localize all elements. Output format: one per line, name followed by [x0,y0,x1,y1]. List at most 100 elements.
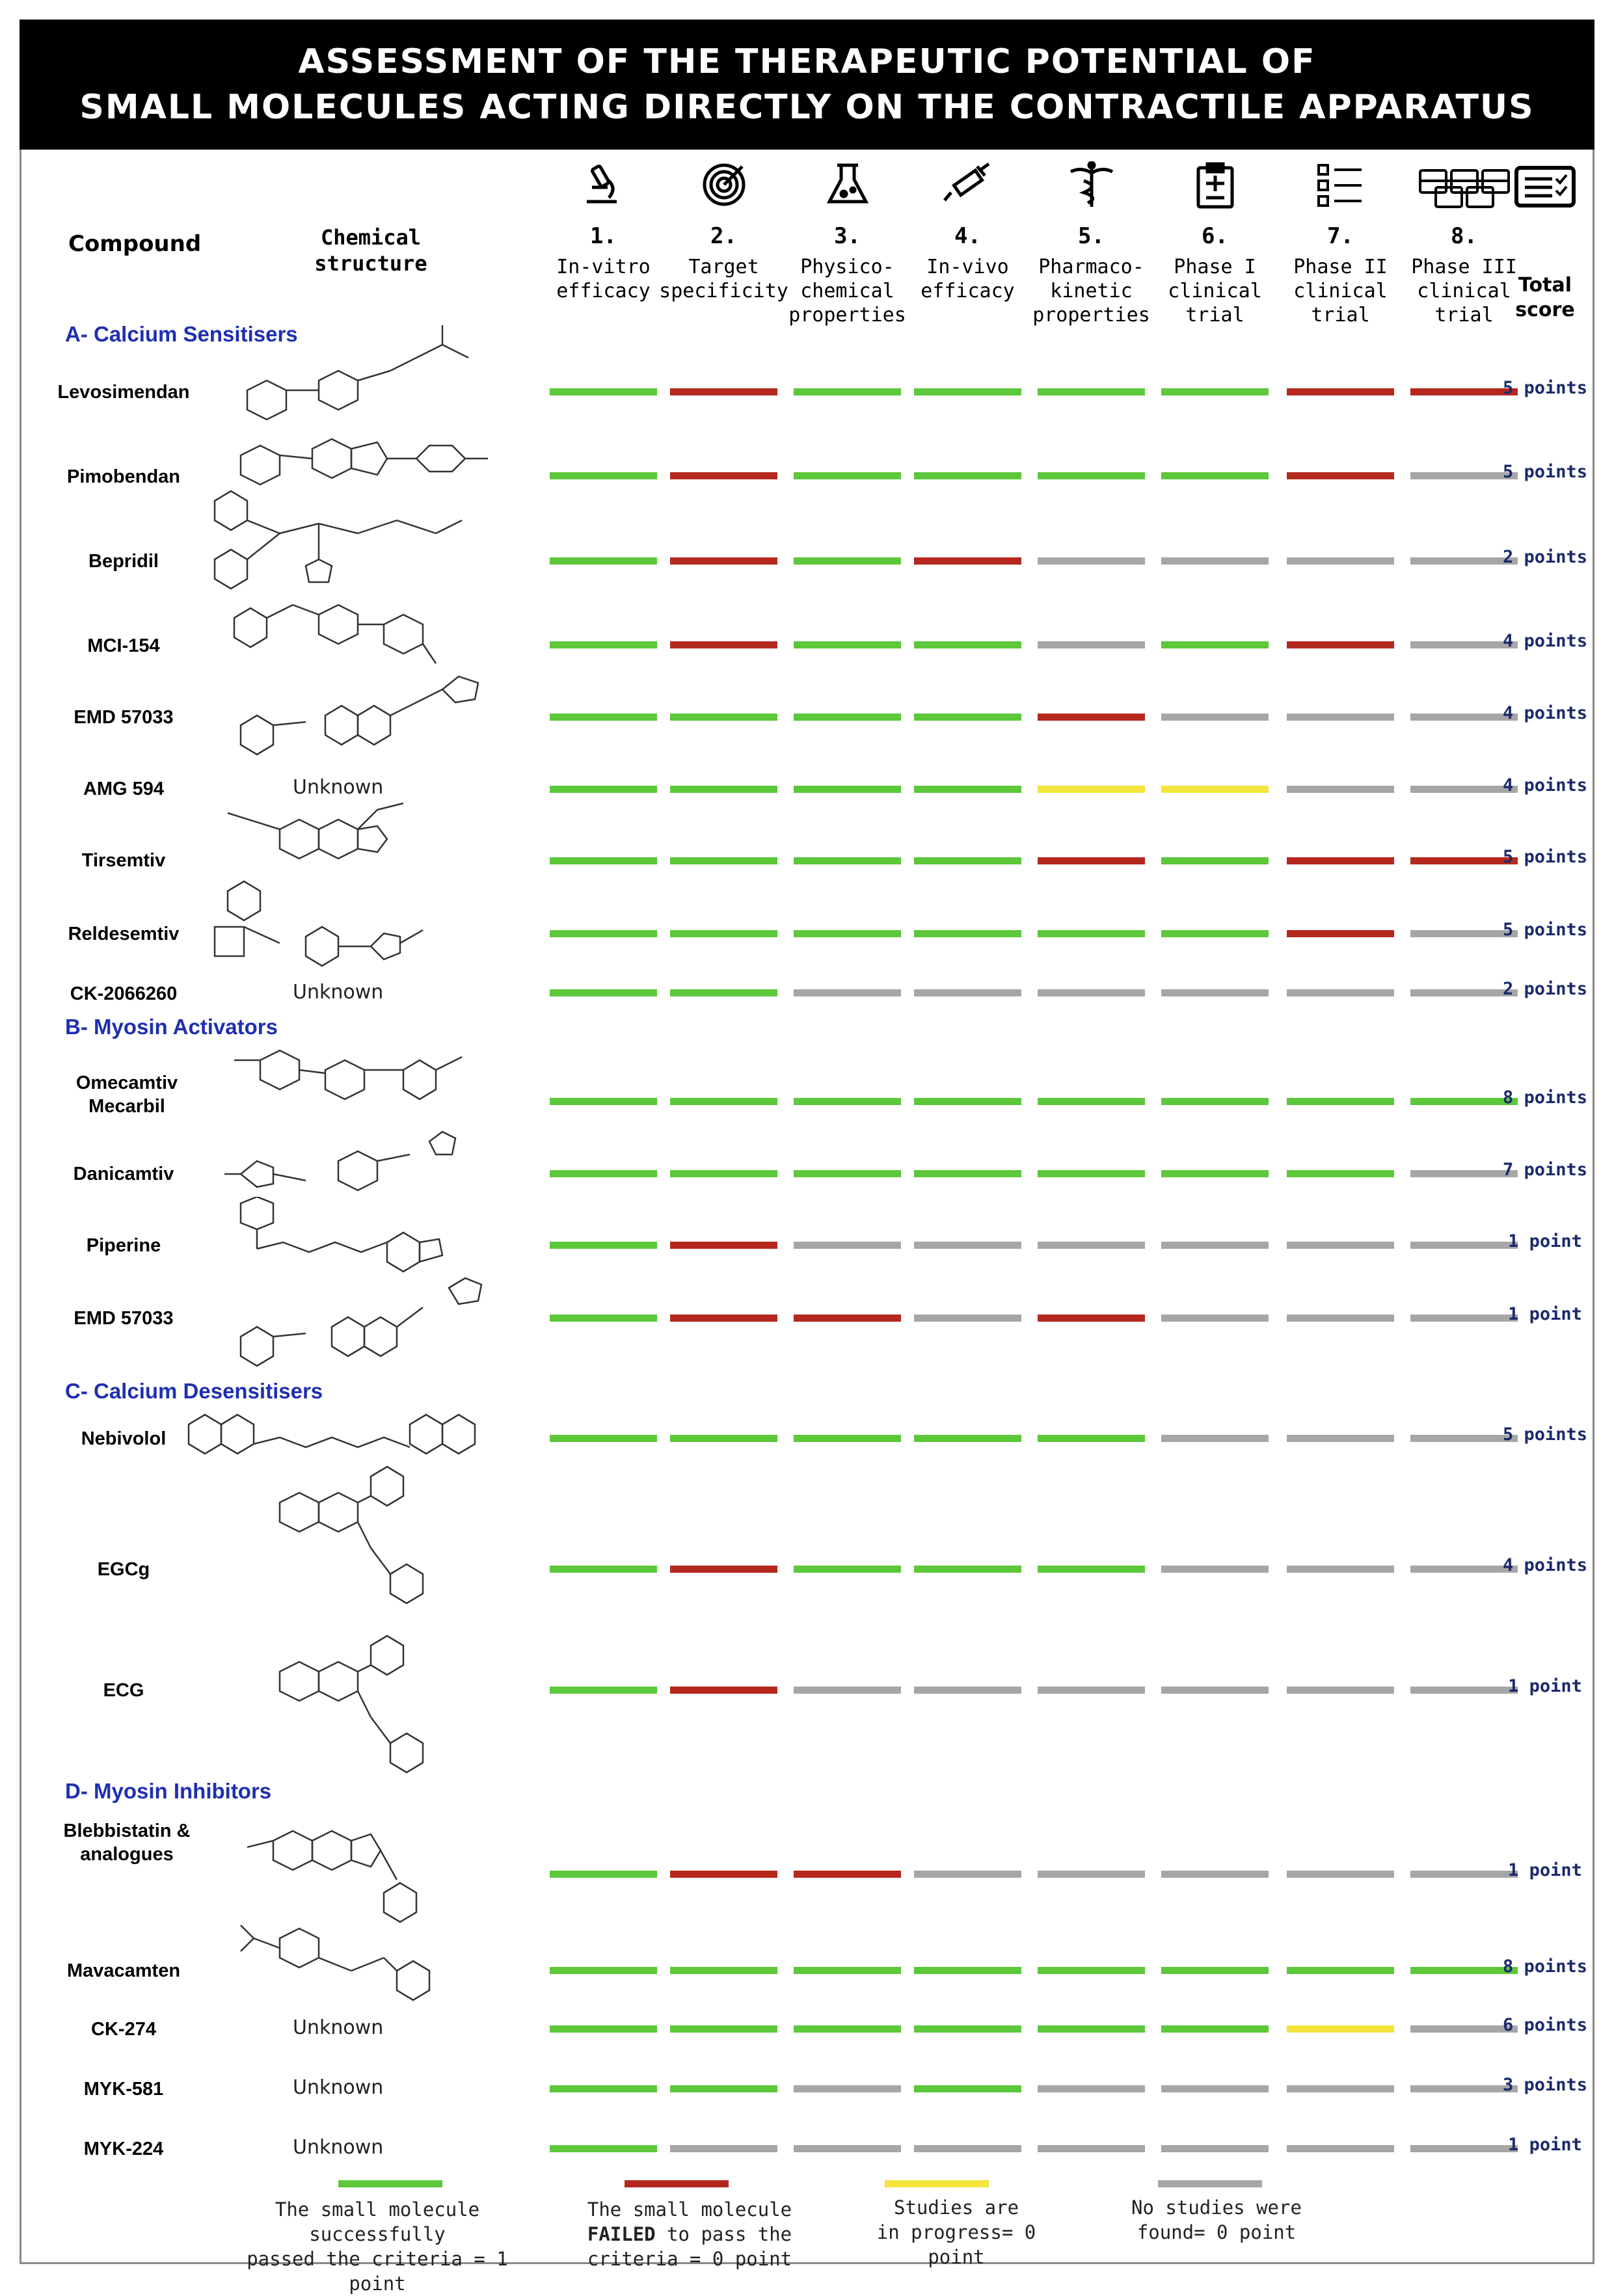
status-bar-passed [1161,1170,1269,1177]
status-bar-no-studies [914,1871,1021,1878]
status-bar-no-studies [670,2145,777,2152]
total-score-header-line-2: score [1515,299,1575,321]
title-line-1: ASSESSMENT OF THE THERAPEUTIC POTENTIAL … [298,42,1316,81]
criterion-label-line: Phase I [1174,256,1256,278]
structure-emd-57033-a [239,675,479,756]
status-bar-in-progress [1287,2025,1394,2033]
status-bar-passed [1038,472,1145,479]
status-bar-passed [794,857,901,864]
total-score: 4 points [1502,1555,1588,1575]
compound-name: AMG 594 [83,779,165,799]
total-score: 4 points [1502,703,1588,723]
status-bar-passed [1038,388,1145,395]
criterion-header-4: 4. In-vivo efficacy [896,224,1040,303]
status-bar-failed [794,1871,901,1878]
status-bar-no-studies [1410,641,1518,648]
status-bar-no-studies [1161,2145,1269,2152]
structure-nebivolol [187,1413,476,1455]
status-bar-passed [1161,641,1269,648]
status-bar-passed [914,1170,1021,1177]
status-bar-no-studies [1287,714,1394,721]
criterion-label-line: efficacy [556,280,651,302]
status-bar-in-progress [1161,786,1269,793]
status-bar-passed [550,714,657,721]
syringe-icon [943,162,989,202]
status-bar-passed [794,1435,901,1442]
section-label: B- Myosin Activators [65,1015,278,1039]
status-bar-passed [794,2025,901,2033]
status-bar-no-studies [1410,557,1518,565]
status-bar-failed [670,1566,777,1573]
status-bar-failed [1038,857,1145,864]
status-bar-no-studies [1161,1687,1269,1694]
status-bar-failed [670,472,777,479]
status-bar-no-studies [1410,1871,1518,1878]
status-bar-no-studies [1161,2085,1269,2092]
status-bar-passed [1038,1435,1145,1442]
status-bar-passed [914,930,1021,937]
criterion-header-5: 5. Pharmaco-kinetic properties [1020,224,1163,327]
status-bar-passed [670,930,777,937]
target-icon [703,163,745,206]
legend-line: FAILED to pass the [572,2222,807,2247]
status-bar-failed [1038,1315,1145,1322]
status-bar-passed [550,1687,657,1694]
structure-mci-154 [233,604,437,664]
status-bar-no-studies [1410,930,1518,937]
legend-line-rest: to pass the [655,2223,792,2245]
status-bar-no-studies [794,1687,901,1694]
criterion-header-2: 2. Target specificity [652,224,796,303]
criterion-number: 5. [1078,223,1105,249]
status-bar-no-studies [1038,989,1145,996]
status-bar-no-studies [1287,786,1394,793]
criterion-label-line: Phase III [1411,256,1517,278]
status-bar-in-progress [1038,786,1145,793]
status-bar-passed [670,1170,777,1177]
status-bar-passed [550,1967,657,1974]
total-score: 5 points [1502,462,1588,482]
status-bar-passed [914,1098,1021,1105]
total-score: 4 points [1502,775,1588,795]
compound-name: CK-2066260 [70,983,178,1004]
status-bar-passed [794,1967,901,1974]
total-score: 1 point [1508,1860,1582,1880]
status-bar-no-studies [1161,1242,1269,1249]
legend-line: No studies were [1131,2196,1302,2219]
status-bar-failed [1287,857,1394,864]
legend-swatch-no-studies [1158,2180,1262,2187]
status-bar-failed [670,641,777,648]
status-bar-failed [670,388,777,395]
status-bar-passed [794,930,901,937]
status-bar-passed [914,857,1021,864]
compound-name: MCI-154 [87,635,160,656]
status-bar-no-studies [1287,1871,1394,1878]
status-bar-no-studies [1287,1566,1394,1573]
criterion-header-1: 1. In-vitro efficacy [532,224,675,303]
total-score: 5 points [1502,378,1588,398]
criterion-label-line: Physico- [800,256,894,278]
status-bar-failed [1287,641,1394,648]
criterion-label-line: In-vivo [926,256,1009,278]
status-bar-passed [550,786,657,793]
status-bar-passed [914,714,1021,721]
legend-line: Studies are [893,2196,1019,2219]
legend-entry: Studies are in progress= 0 point [846,2195,1067,2269]
structure-egcg [278,1465,424,1605]
compound-name: Danicamtiv [73,1164,174,1184]
compound-name: EGCg [97,1559,150,1580]
legend-swatch-passed [338,2180,442,2187]
compound-name: ECG [103,1680,144,1701]
status-bar-no-studies [1038,557,1145,565]
status-bar-no-studies [1161,714,1269,721]
structure-unknown: Unknown [293,2016,384,2039]
status-bar-failed [670,1315,777,1322]
status-bar-passed [794,557,901,565]
structure-unknown: Unknown [293,2076,384,2099]
status-bar-no-studies [1287,2145,1394,2152]
status-bar-failed [1038,714,1145,721]
status-bar-no-studies [1038,1871,1145,1878]
status-bar-no-studies [1287,1435,1394,1442]
compound-name: EMD 57033 [74,707,174,728]
structure-mavacamten [240,1925,431,2001]
legend-bold: FAILED [587,2223,656,2245]
